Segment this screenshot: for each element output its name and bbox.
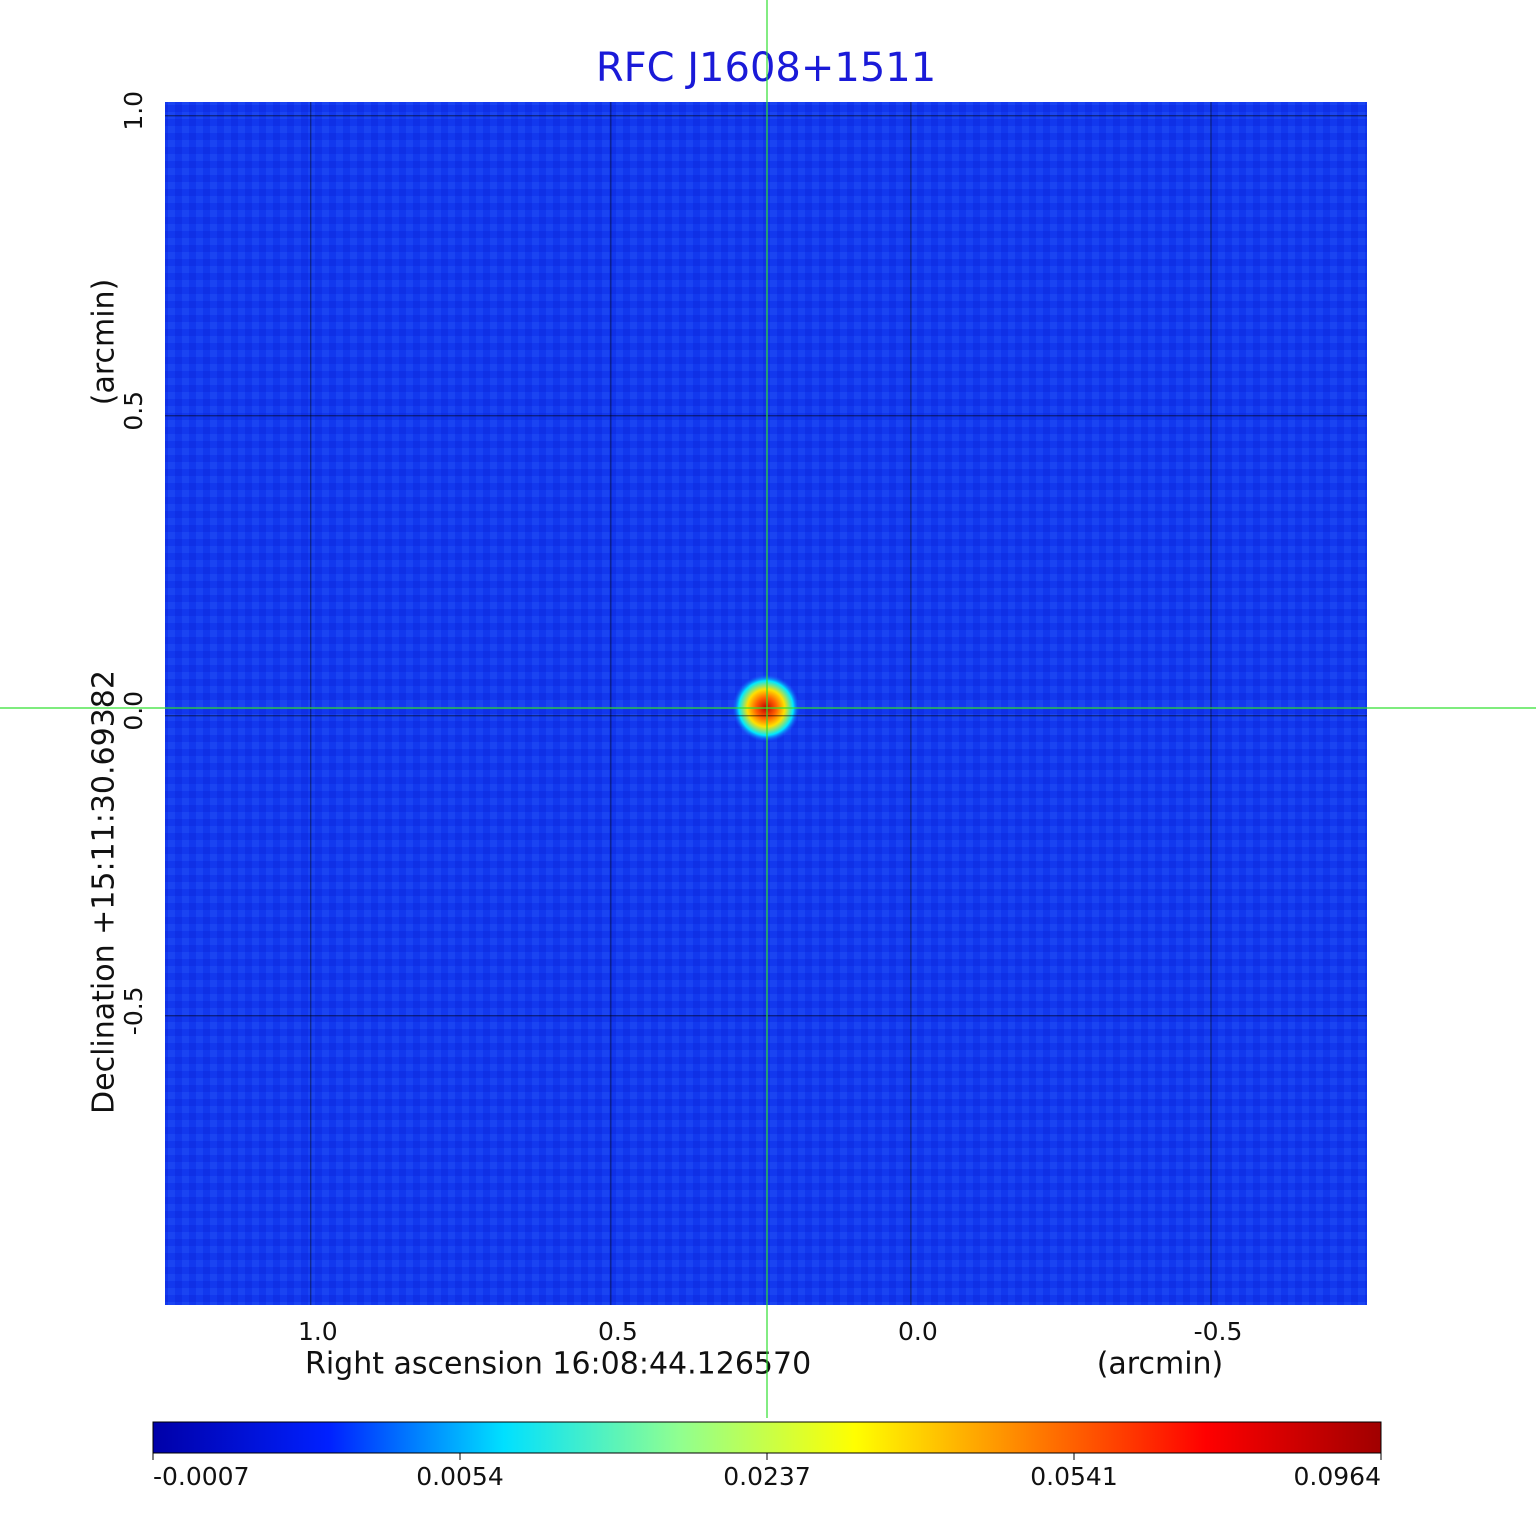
y-axis-label: Declination +15:11:30.69382: [87, 670, 122, 1114]
y-tick-label: 0.5: [119, 391, 148, 431]
x-tick-label: -0.5: [1194, 1317, 1243, 1346]
x-axis-label: Right ascension 16:08:44.126570: [305, 1347, 811, 1382]
colorbar-tick-label: 0.0054: [416, 1462, 503, 1491]
colorbar-tick-label: -0.0007: [153, 1462, 250, 1491]
x-tick-label: 0.0: [898, 1317, 938, 1346]
y-axis-unit: (arcmin): [87, 279, 122, 406]
chart-title: RFC J1608+1511: [596, 45, 936, 91]
colorbar-tick-label: 0.0541: [1030, 1462, 1117, 1491]
grid: [165, 102, 1367, 1305]
colorbar-tick-label: 0.0964: [1294, 1462, 1381, 1491]
x-tick-label: 1.0: [298, 1317, 338, 1346]
colorbar-tick-label: 0.0237: [723, 1462, 810, 1491]
y-tick-label: 0.0: [119, 691, 148, 731]
y-tick-label: -0.5: [119, 986, 148, 1035]
x-axis-unit: (arcmin): [1097, 1347, 1224, 1382]
y-tick-label: 1.0: [119, 91, 148, 131]
x-tick-label: 0.5: [598, 1317, 638, 1346]
colorbar: [152, 1421, 1382, 1454]
